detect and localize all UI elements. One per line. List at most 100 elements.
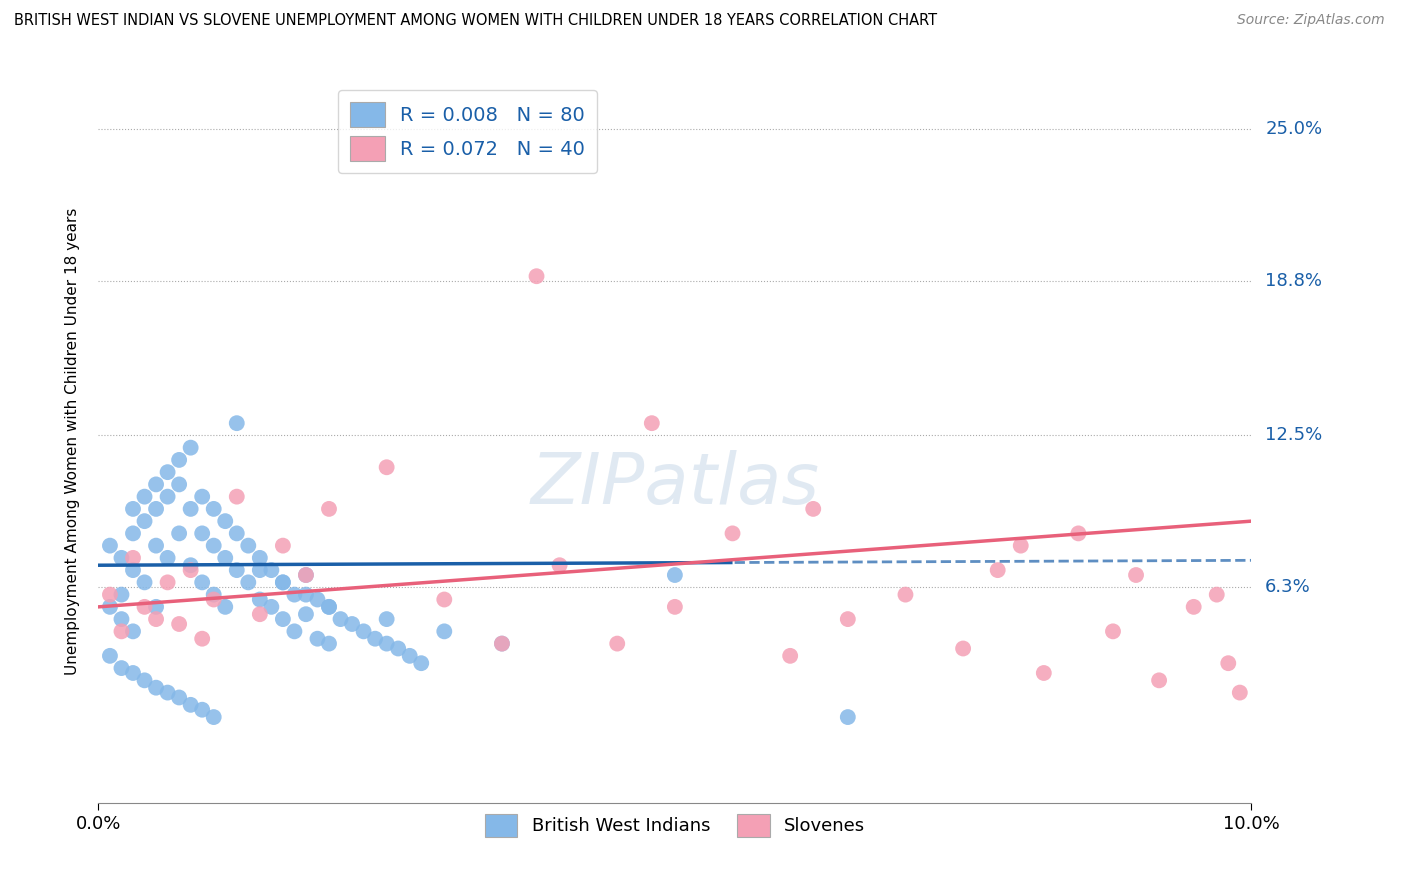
- Point: [167, 526, 190, 541]
- Point: [318, 599, 340, 614]
- Text: 18.8%: 18.8%: [1265, 272, 1322, 290]
- Point: [145, 612, 167, 626]
- Point: [225, 490, 247, 504]
- Point: [180, 558, 202, 573]
- Point: [156, 490, 179, 504]
- Point: [180, 441, 202, 455]
- Point: [180, 563, 202, 577]
- Point: [387, 641, 409, 656]
- Point: [340, 617, 363, 632]
- Text: 6.3%: 6.3%: [1265, 578, 1310, 596]
- Point: [202, 592, 225, 607]
- Point: [191, 526, 214, 541]
- Point: [398, 648, 420, 663]
- Point: [987, 563, 1010, 577]
- Point: [214, 514, 236, 528]
- Point: [491, 637, 513, 651]
- Point: [249, 550, 271, 565]
- Point: [145, 681, 167, 695]
- Point: [433, 592, 456, 607]
- Point: [145, 599, 167, 614]
- Point: [329, 612, 352, 626]
- Point: [375, 460, 398, 475]
- Y-axis label: Unemployment Among Women with Children Under 18 years: Unemployment Among Women with Children U…: [65, 208, 80, 675]
- Point: [156, 550, 179, 565]
- Point: [110, 661, 132, 675]
- Point: [110, 588, 132, 602]
- Text: 25.0%: 25.0%: [1265, 120, 1323, 138]
- Point: [721, 526, 744, 541]
- Point: [180, 502, 202, 516]
- Point: [145, 477, 167, 491]
- Point: [98, 599, 121, 614]
- Point: [283, 624, 305, 639]
- Point: [156, 465, 179, 479]
- Point: [98, 588, 121, 602]
- Point: [202, 710, 225, 724]
- Point: [837, 612, 859, 626]
- Point: [145, 502, 167, 516]
- Point: [134, 599, 156, 614]
- Point: [180, 698, 202, 712]
- Point: [110, 550, 132, 565]
- Point: [122, 665, 145, 680]
- Point: [1229, 685, 1251, 699]
- Point: [1032, 665, 1054, 680]
- Point: [295, 568, 318, 582]
- Point: [167, 690, 190, 705]
- Point: [1067, 526, 1090, 541]
- Point: [271, 575, 294, 590]
- Point: [295, 588, 318, 602]
- Point: [664, 599, 686, 614]
- Point: [238, 575, 260, 590]
- Point: [801, 502, 824, 516]
- Point: [191, 632, 214, 646]
- Point: [167, 477, 190, 491]
- Point: [134, 673, 156, 688]
- Point: [318, 599, 340, 614]
- Point: [167, 453, 190, 467]
- Point: [491, 637, 513, 651]
- Point: [411, 656, 433, 670]
- Point: [318, 637, 340, 651]
- Point: [202, 539, 225, 553]
- Point: [122, 563, 145, 577]
- Point: [191, 575, 214, 590]
- Point: [295, 607, 318, 622]
- Point: [134, 514, 156, 528]
- Point: [134, 490, 156, 504]
- Point: [167, 617, 190, 632]
- Point: [1147, 673, 1170, 688]
- Point: [260, 563, 283, 577]
- Point: [271, 575, 294, 590]
- Point: [249, 592, 271, 607]
- Point: [110, 612, 132, 626]
- Point: [894, 588, 917, 602]
- Point: [548, 558, 571, 573]
- Point: [375, 637, 398, 651]
- Point: [122, 550, 145, 565]
- Point: [156, 685, 179, 699]
- Point: [271, 539, 294, 553]
- Point: [202, 588, 225, 602]
- Text: 12.5%: 12.5%: [1265, 426, 1323, 444]
- Point: [1205, 588, 1227, 602]
- Point: [606, 637, 628, 651]
- Point: [191, 703, 214, 717]
- Text: ZIPatlas: ZIPatlas: [530, 450, 820, 519]
- Point: [375, 612, 398, 626]
- Point: [134, 575, 156, 590]
- Legend: British West Indians, Slovenes: British West Indians, Slovenes: [478, 806, 872, 845]
- Point: [225, 416, 247, 430]
- Point: [214, 599, 236, 614]
- Point: [191, 490, 214, 504]
- Point: [526, 269, 548, 284]
- Point: [271, 612, 294, 626]
- Point: [433, 624, 456, 639]
- Point: [318, 502, 340, 516]
- Point: [98, 539, 121, 553]
- Point: [225, 563, 247, 577]
- Text: BRITISH WEST INDIAN VS SLOVENE UNEMPLOYMENT AMONG WOMEN WITH CHILDREN UNDER 18 Y: BRITISH WEST INDIAN VS SLOVENE UNEMPLOYM…: [14, 13, 938, 29]
- Point: [225, 526, 247, 541]
- Point: [307, 592, 329, 607]
